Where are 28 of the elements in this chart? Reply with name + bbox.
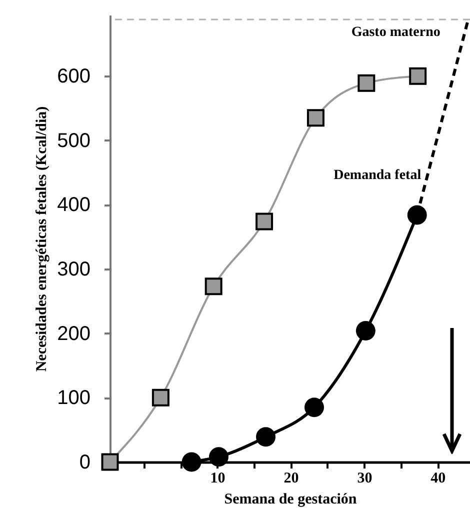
y-tick-label: 600: [57, 66, 90, 88]
point: [409, 67, 427, 85]
text: Gasto materno: [351, 25, 440, 40]
point: [152, 388, 170, 406]
point: [358, 74, 376, 92]
y-axis-title: Necesidades energéticas fetales (Kcal/dia): [34, 106, 50, 372]
point: [304, 398, 324, 418]
y-tick-label: 500: [57, 130, 90, 152]
x-tick-label: 40: [430, 470, 446, 486]
point: [101, 453, 119, 471]
y-tick-label: 300: [57, 258, 90, 281]
point: [182, 452, 202, 472]
x-axis-title: Semana de gestación: [224, 492, 358, 508]
point: [407, 205, 427, 225]
y-tick-label: 400: [57, 194, 90, 216]
x-tick-label: 30: [357, 470, 372, 486]
y-tick-label: 0: [79, 452, 90, 474]
series-label: Demanda fetal: [334, 168, 422, 184]
point: [208, 447, 228, 467]
point: [356, 321, 376, 341]
point: [256, 212, 274, 230]
y-tick-label: 200: [57, 322, 90, 345]
x-tick-label: 20: [284, 470, 299, 486]
y-tick-label: 100: [57, 387, 90, 410]
point: [204, 278, 222, 296]
point: [306, 109, 324, 127]
x-tick-label: 10: [210, 470, 226, 486]
point: [256, 427, 276, 447]
